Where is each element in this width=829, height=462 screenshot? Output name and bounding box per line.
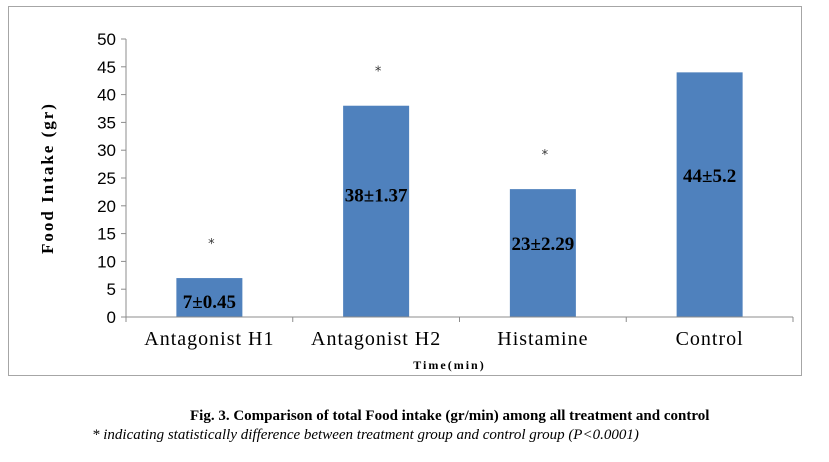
data-labels: 7±0.45 38±1.37 23±2.29 44±5.2	[183, 166, 736, 313]
y-axis-title: Food Intake (gr)	[38, 102, 57, 254]
y-tick-label: 45	[97, 58, 116, 77]
bars	[176, 72, 743, 317]
x-category-label: Control	[676, 328, 744, 350]
y-axis-ticks: 0 5 10 15 20 25 30 35 40 45 50	[97, 30, 794, 327]
bar	[343, 105, 410, 317]
y-tick-label: 10	[97, 252, 116, 271]
y-tick-label: 35	[97, 113, 116, 132]
data-label: 7±0.45	[183, 292, 236, 313]
data-label: 38±1.37	[345, 185, 408, 206]
bar	[176, 278, 243, 317]
bar-chart: 0 5 10 15 20 25 30 35 40 45 50 7±0.45 38±1.37 23±2.2…	[38, 30, 794, 372]
data-label: 23±2.29	[512, 234, 575, 255]
x-category-label: Antagonist H2	[311, 328, 441, 350]
x-axis-categories: Antagonist H1 Antagonist H2 Histamine Contr…	[144, 328, 744, 350]
chart-frame: 0 5 10 15 20 25 30 35 40 45 50 7±0.45 38±1.37 23±2.2…	[8, 6, 802, 376]
y-tick-label: 30	[97, 141, 116, 160]
bar	[676, 72, 743, 317]
y-tick-label: 50	[97, 30, 116, 49]
y-tick-label: 20	[97, 197, 116, 216]
significance-star: *	[542, 148, 549, 163]
y-tick-label: 5	[107, 280, 116, 299]
y-tick-label: 40	[97, 86, 116, 105]
y-tick-label: 15	[97, 225, 116, 244]
data-label: 44±5.2	[683, 166, 736, 187]
y-tick-label: 0	[107, 308, 116, 327]
significance-markers: * * *	[208, 65, 549, 252]
caption-note: * indicating statistically difference be…	[92, 427, 639, 443]
caption-title: Fig. 3. Comparison of total Food intake …	[190, 408, 710, 424]
y-tick-label: 25	[97, 169, 116, 188]
x-axis-title: Time(min)	[413, 358, 485, 372]
significance-star: *	[375, 65, 382, 80]
x-category-label: Antagonist H1	[144, 328, 274, 350]
bar	[509, 189, 576, 317]
x-category-label: Histamine	[497, 328, 588, 350]
significance-star: *	[208, 237, 215, 252]
